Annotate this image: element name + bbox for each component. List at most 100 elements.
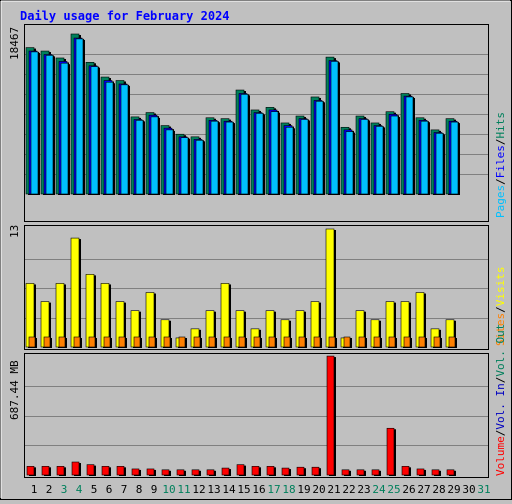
legend-vol-out: Vol. Out [494, 324, 507, 377]
x-tick-label-day-6: 6 [106, 483, 113, 496]
sites-bar-day-19 [298, 336, 306, 348]
pages-bar-day-3 [60, 62, 69, 195]
sites-bar-day-21 [328, 336, 336, 348]
panel-visits-max-label: 13 [8, 225, 21, 238]
pages-bar-day-22 [345, 131, 354, 195]
x-tick-label-day-9: 9 [151, 483, 158, 496]
x-tick-label-day-28: 28 [432, 483, 445, 496]
x-tick-label-day-24: 24 [372, 483, 386, 496]
x-tick-label-day-22: 22 [342, 483, 355, 496]
pages-bar-day-23 [360, 119, 369, 195]
volume-bar-day-11 [176, 469, 185, 476]
legend-pages: Pages [494, 185, 507, 218]
chart-title: Daily usage for February 2024 [20, 9, 230, 23]
pages-bar-day-6 [105, 81, 114, 195]
pages-bar-day-21 [330, 61, 339, 195]
sites-bar-day-14 [223, 336, 231, 348]
x-tick-label-day-14: 14 [222, 483, 236, 496]
visits-bar-day-4 [70, 237, 80, 348]
legend-files: Files [494, 145, 507, 178]
volume-bar-day-26 [401, 466, 410, 476]
x-tick-label-day-31: 31 [477, 483, 490, 496]
pages-bar-day-28 [435, 133, 444, 195]
sites-bar-day-17 [268, 336, 276, 348]
pages-bar-day-10 [165, 129, 174, 195]
x-tick-label-day-7: 7 [121, 483, 128, 496]
sites-bar-day-3 [58, 336, 66, 348]
volume-bar-day-18 [281, 467, 290, 476]
legend-vol-in: Vol. In [494, 383, 507, 429]
pages-bar-day-7 [120, 84, 129, 195]
pages-bar-day-12 [195, 139, 204, 195]
volume-bar-day-1 [26, 466, 35, 476]
sites-bar-day-18 [283, 336, 291, 348]
x-tick-label-day-30: 30 [462, 483, 475, 496]
sites-bar-day-6 [103, 336, 111, 348]
volume-bar-day-28 [431, 469, 440, 476]
pages-bar-day-25 [390, 115, 399, 195]
x-tick-label-day-8: 8 [136, 483, 143, 496]
panel-volume-frame [24, 353, 489, 478]
sites-bar-day-25 [388, 336, 396, 348]
volume-bar-day-10 [161, 469, 170, 476]
volume-bar-day-5 [86, 464, 95, 476]
sites-bar-day-29 [448, 336, 456, 348]
volume-bar-day-13 [206, 469, 215, 476]
sites-bar-day-4 [73, 336, 81, 348]
sites-bar-day-8 [133, 336, 141, 348]
legend-volume-total: Volume [494, 436, 507, 476]
pages-bar-day-18 [285, 126, 294, 195]
volume-bar-day-23 [356, 469, 365, 476]
sites-bar-day-20 [313, 336, 321, 348]
volume-bar-day-17 [266, 466, 275, 476]
pages-bar-day-2 [45, 55, 54, 195]
pages-bar-day-20 [315, 100, 324, 195]
x-tick-label-day-10: 10 [162, 483, 175, 496]
x-tick-label-day-3: 3 [61, 483, 68, 496]
x-tick-label-day-23: 23 [357, 483, 370, 496]
sites-bar-day-15 [238, 336, 246, 348]
sites-bar-day-24 [373, 336, 381, 348]
volume-bar-day-19 [296, 466, 305, 476]
x-tick-label-day-18: 18 [282, 483, 295, 496]
sites-bar-day-28 [433, 336, 441, 348]
volume-bar-day-22 [341, 469, 350, 476]
pages-bar-day-1 [30, 51, 39, 195]
volume-bar-day-2 [41, 466, 50, 476]
sites-bar-day-7 [118, 336, 126, 348]
pages-bar-day-19 [300, 119, 309, 195]
sites-bar-day-13 [208, 336, 216, 348]
pages-bar-day-8 [135, 120, 144, 195]
pages-bar-day-26 [405, 96, 414, 195]
x-tick-label-day-19: 19 [297, 483, 310, 496]
pages-bar-day-11 [180, 137, 189, 195]
panel-hits-max-label: 18467 [8, 27, 21, 60]
pages-bar-day-29 [450, 121, 459, 195]
x-tick-label-day-11: 11 [177, 483, 190, 496]
volume-bar-day-14 [221, 467, 230, 476]
x-tick-label-day-13: 13 [207, 483, 220, 496]
sites-bar-day-1 [28, 336, 36, 348]
volume-bar-day-29 [446, 469, 455, 476]
sites-bar-day-2 [43, 336, 51, 348]
x-tick-label-day-17: 17 [267, 483, 280, 496]
volume-bar-day-27 [416, 468, 425, 476]
visits-bar-day-5 [85, 274, 95, 348]
sites-bar-day-26 [403, 336, 411, 348]
sites-bar-day-5 [88, 336, 96, 348]
legend-visits: Visits [494, 267, 507, 307]
x-tick-label-day-4: 4 [76, 483, 83, 496]
visits-bar-day-21 [325, 228, 335, 348]
x-tick-label-day-16: 16 [252, 483, 265, 496]
volume-bar-day-12 [191, 469, 200, 476]
x-tick-label-day-25: 25 [387, 483, 400, 496]
volume-bar-day-8 [131, 468, 140, 476]
volume-bar-day-20 [311, 466, 320, 476]
x-tick-label-day-15: 15 [237, 483, 250, 496]
pages-bar-day-27 [420, 120, 429, 195]
panel-volume-max-label: 687.44 MB [8, 360, 21, 420]
pages-bar-day-13 [210, 120, 219, 195]
x-tick-label-day-29: 29 [447, 483, 460, 496]
